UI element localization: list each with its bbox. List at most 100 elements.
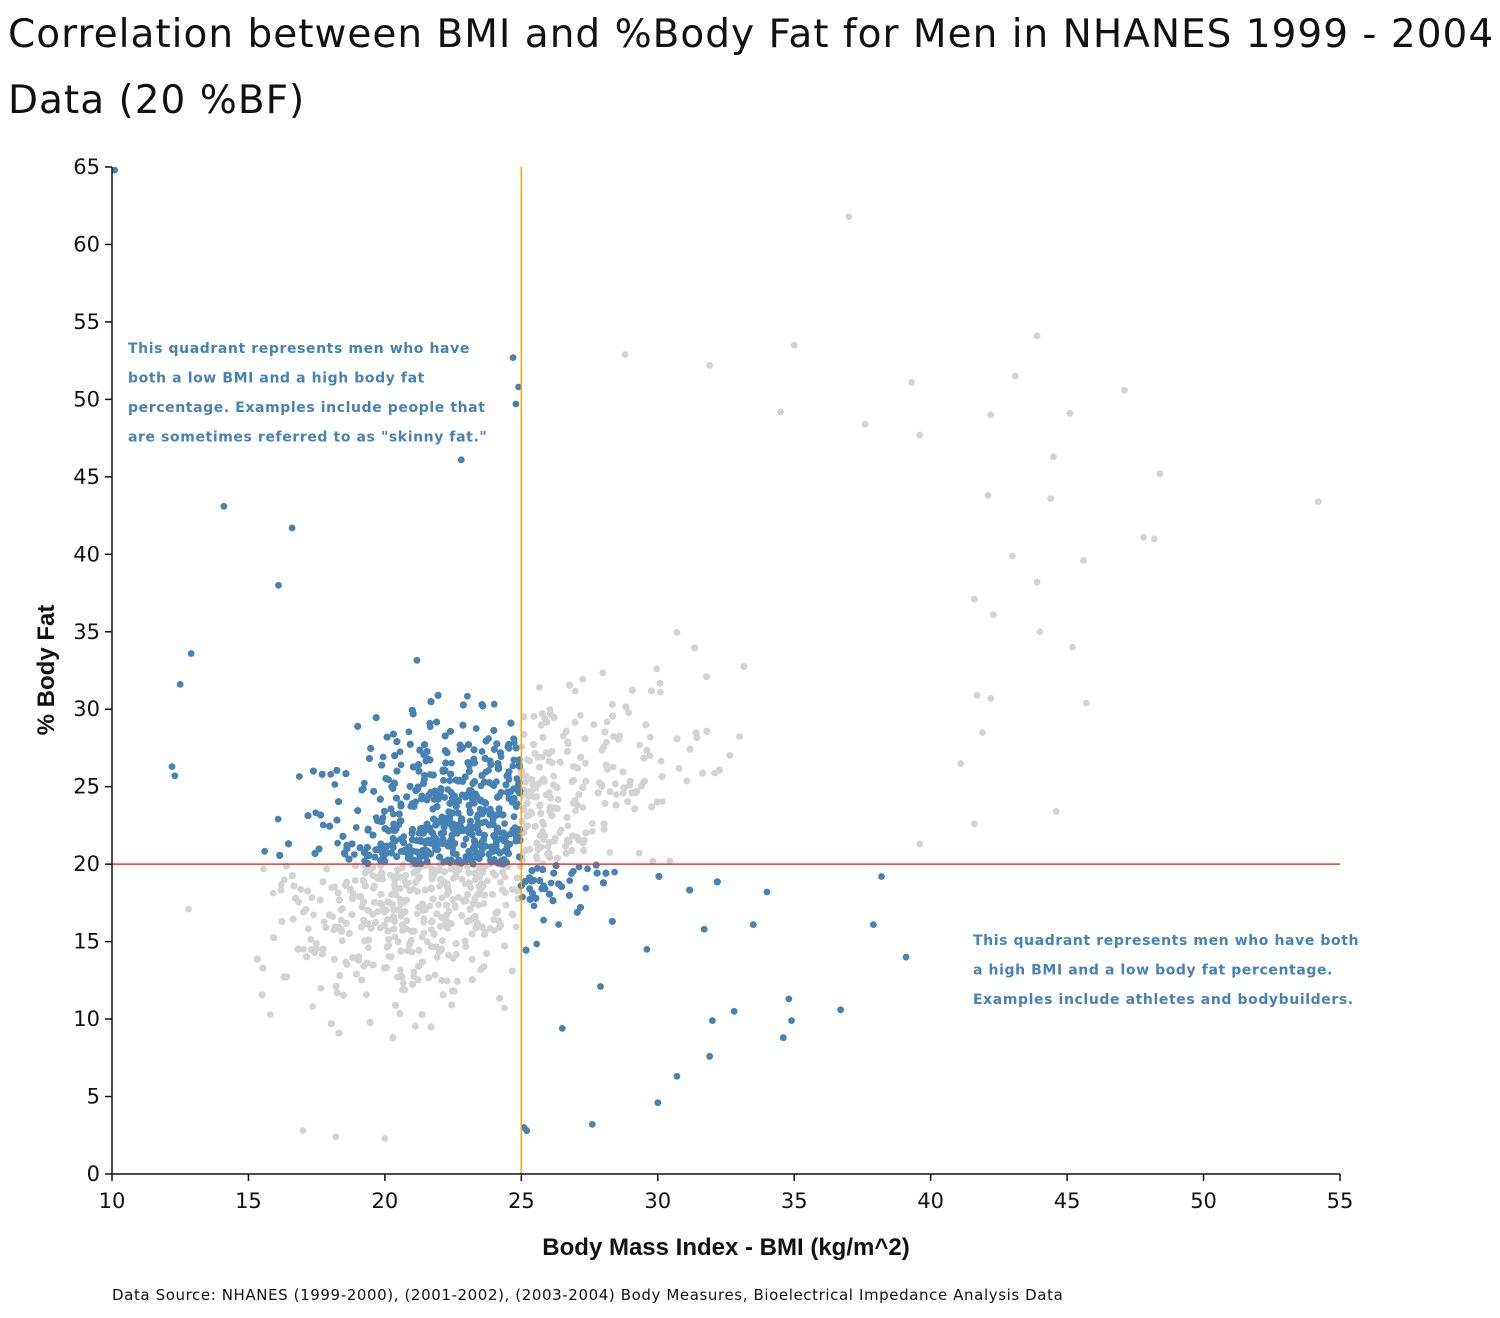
data-point	[631, 805, 639, 813]
data-point	[533, 855, 541, 863]
data-point	[1050, 453, 1057, 461]
data-point	[360, 962, 368, 970]
data-point	[464, 891, 472, 898]
data-point	[1069, 643, 1076, 651]
data-point	[320, 918, 328, 926]
data-point	[435, 901, 442, 909]
data-point	[372, 919, 379, 926]
data-point	[736, 733, 743, 740]
data-point	[371, 899, 378, 906]
data-point	[471, 913, 479, 920]
data-point	[319, 945, 327, 953]
data-point	[1140, 533, 1147, 541]
data-point	[418, 1011, 426, 1019]
data-point	[596, 779, 603, 787]
data-point	[537, 721, 545, 729]
data-point	[564, 738, 571, 746]
data-point	[657, 688, 664, 696]
data-point	[488, 891, 496, 898]
data-point	[402, 871, 410, 879]
data-point	[260, 865, 267, 873]
data-point	[512, 923, 520, 931]
data-point	[566, 681, 573, 689]
data-point	[600, 743, 608, 751]
data-point	[990, 611, 997, 619]
data-point	[452, 951, 460, 958]
data-point	[530, 741, 537, 748]
data-point	[556, 829, 563, 836]
data-point	[487, 925, 494, 932]
highlight-points-layer	[111, 166, 910, 1134]
data-point	[317, 984, 325, 992]
data-point	[499, 868, 507, 876]
data-point	[445, 951, 452, 959]
data-point	[269, 889, 277, 897]
data-point	[362, 882, 369, 890]
data-point	[300, 945, 307, 953]
data-point	[1009, 552, 1016, 560]
data-point	[377, 891, 385, 898]
data-point	[358, 923, 366, 931]
data-point	[313, 945, 320, 953]
data-point	[289, 915, 297, 923]
data-point	[438, 937, 446, 944]
data-point	[370, 884, 377, 892]
data-point	[387, 953, 395, 961]
data-point	[726, 752, 734, 759]
data-point	[588, 820, 596, 827]
data-point	[420, 918, 428, 926]
data-point	[365, 944, 372, 951]
data-point	[425, 974, 432, 982]
data-point	[548, 759, 556, 767]
data-point	[646, 752, 654, 760]
data-point	[653, 798, 661, 806]
data-point	[740, 663, 748, 670]
data-point	[444, 924, 451, 932]
data-point	[468, 976, 476, 984]
data-point	[525, 793, 532, 800]
data-point	[501, 889, 509, 896]
data-point	[458, 912, 466, 920]
data-point	[339, 905, 347, 912]
data-point	[387, 899, 394, 907]
data-point	[278, 918, 286, 925]
highlight-point	[478, 748, 486, 755]
data-point	[571, 718, 579, 726]
data-point	[342, 919, 350, 927]
data-point	[544, 850, 551, 858]
data-point	[415, 946, 423, 954]
data-point	[397, 896, 404, 903]
data-point	[396, 966, 404, 974]
data-point	[413, 887, 421, 895]
data-point	[418, 933, 426, 941]
data-point	[431, 866, 439, 874]
data-point	[383, 916, 391, 923]
data-point	[432, 943, 440, 950]
data-point	[308, 894, 316, 902]
data-point	[445, 888, 452, 896]
highlight-point	[464, 692, 471, 700]
data-point	[577, 712, 584, 719]
data-point	[335, 896, 343, 904]
data-point	[545, 789, 553, 796]
data-point	[380, 921, 388, 929]
data-point	[642, 721, 650, 729]
data-point	[413, 910, 421, 918]
data-point	[327, 1020, 335, 1028]
highlight-point	[566, 877, 574, 884]
data-point	[531, 793, 539, 801]
data-point	[628, 686, 636, 694]
data-point	[635, 849, 643, 857]
data-point	[360, 916, 368, 924]
highlight-point	[397, 761, 405, 769]
data-point	[626, 777, 634, 785]
data-point	[299, 1127, 307, 1134]
data-point	[438, 976, 445, 984]
data-point	[1082, 699, 1090, 707]
data-point	[577, 753, 584, 761]
data-point	[433, 953, 441, 961]
data-point	[501, 942, 508, 950]
data-point	[363, 991, 370, 999]
data-point	[570, 777, 577, 784]
data-point	[601, 800, 609, 807]
